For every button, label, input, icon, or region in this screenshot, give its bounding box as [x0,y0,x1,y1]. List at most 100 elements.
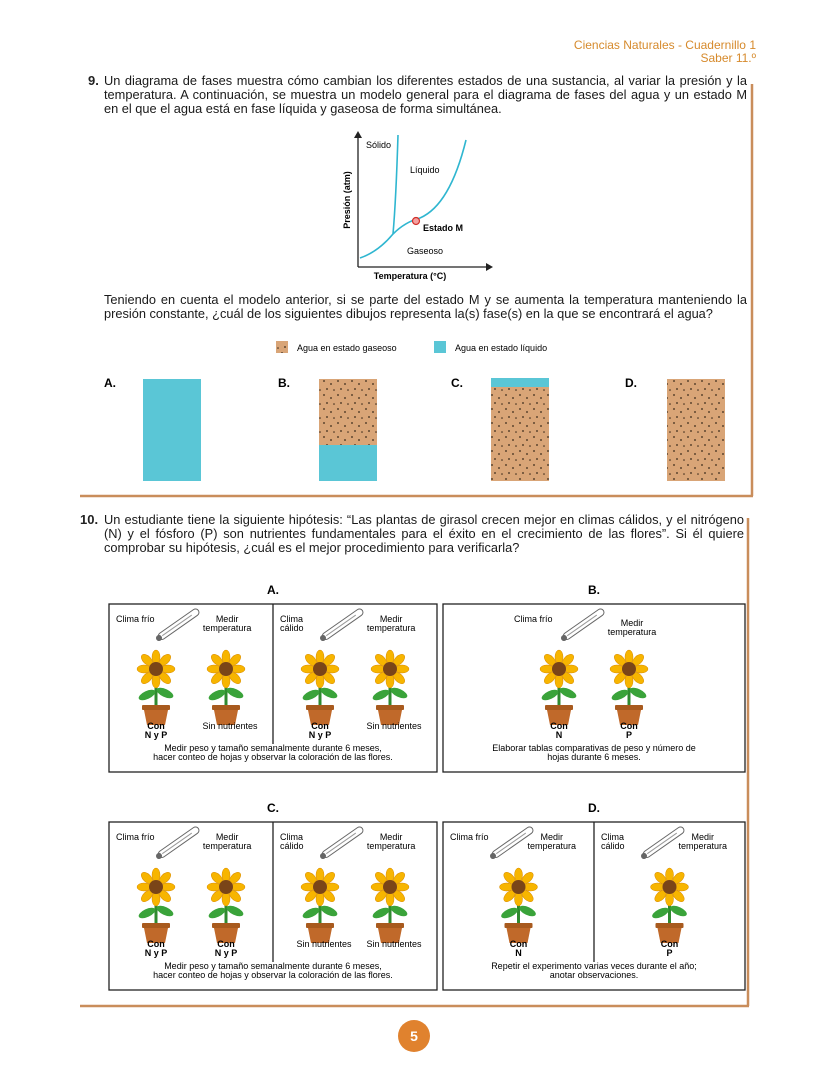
plant-label: N y P [145,948,168,958]
plant-label: P [666,948,672,958]
phase-diagram: Sólido Líquido Estado M Gaseoso Presión … [342,131,493,281]
thermometer [318,825,365,862]
measure-label: temperatura [203,841,252,851]
plant-label: Con [147,721,165,731]
liquid-water [491,378,549,387]
sunflower [498,866,539,945]
legend-label: Agua en estado líquido [455,343,547,353]
option-letter: C. [267,801,279,815]
climate-label: Clima [280,614,303,624]
option-letter: B. [588,583,600,597]
measure-label: Medir [691,832,714,842]
header-subject: Ciencias Naturales - Cuadernillo 1 [573,38,756,52]
curve [392,139,467,235]
plant-label: Con [661,939,679,949]
measure-label: temperatura [608,627,657,637]
climate-label: cálido [280,841,304,851]
option-letter: A. [104,376,116,390]
gas-water [667,379,725,481]
sunflower [649,866,690,945]
climate-label: Clima frío [116,832,155,842]
arrow [486,263,493,271]
caption: Medir peso y tamaño semanalmente durante… [164,743,382,753]
plant-label: N [515,948,522,958]
measure-label: Medir [380,832,403,842]
caption: Medir peso y tamaño semanalmente durante… [164,961,382,971]
sunflower [608,648,650,727]
option-letter: B. [278,376,290,390]
plant-label: Sin nutrientes [202,721,258,731]
sunflower [369,866,411,945]
measure-label: temperatura [678,841,727,851]
plant-label: N y P [215,948,238,958]
measure-label: temperatura [203,623,252,633]
legend-label: Agua en estado gaseoso [297,343,397,353]
plant-label: P [626,730,632,740]
measure-label: temperatura [367,841,416,851]
measure-label: Medir [621,618,644,628]
plant-label: Con [217,939,235,949]
thermometer [559,607,606,644]
region-label: Sólido [366,140,391,150]
sunflower [299,866,341,945]
climate-label: cálido [601,841,625,851]
climate-label: Clima frío [116,614,155,624]
legend-swatch [434,341,446,353]
option-letter: A. [267,583,279,597]
page-number: 5 [410,1028,418,1044]
region-label: Gaseoso [407,246,443,256]
liquid-water [319,445,377,481]
plant-label: Con [147,939,165,949]
question-text: Un estudiante tiene la siguiente hipótes… [104,512,744,555]
option-letter: D. [588,801,600,815]
y-axis-label: Presión (atm) [342,171,352,229]
legend-swatch [276,341,288,353]
option-letter: C. [451,376,463,390]
plant-label: Con [550,721,568,731]
gas-water [491,387,549,481]
region-label: Líquido [410,165,440,175]
thermometer [318,607,365,644]
sunflower [538,648,580,727]
x-axis-label: Temperatura (°C) [374,271,446,281]
measure-label: temperatura [527,841,576,851]
plant-label: N y P [309,730,332,740]
plant-label: Sin nutrientes [366,939,422,949]
option-box [442,603,746,773]
climate-label: Clima frío [514,614,553,624]
page-badge [398,1020,430,1052]
sunflower [299,648,341,727]
curve [359,233,394,259]
thermometer [154,825,201,862]
plant-label: Con [510,939,528,949]
caption: hacer conteo de hojas y observar la colo… [153,752,393,762]
climate-label: cálido [280,623,304,633]
sunflower [135,648,177,727]
climate-label: Clima [601,832,624,842]
sunflower [205,648,247,727]
plant-label: Sin nutrientes [296,939,352,949]
caption: Repetir el experimento varias veces dura… [491,961,697,971]
plant-label: N [556,730,563,740]
plant-label: Con [311,721,329,731]
caption: Elaborar tablas comparativas de peso y n… [492,743,696,753]
option-letter: D. [625,376,637,390]
measure-label: Medir [216,614,239,624]
sunflower [369,648,411,727]
question-number: 9. [88,73,99,88]
plant-label: Con [620,721,638,731]
state-point [411,216,421,226]
climate-label: Clima [280,832,303,842]
caption: anotar observaciones. [550,970,639,980]
header-level: Saber 11.º [700,51,756,65]
measure-label: Medir [216,832,239,842]
liquid-water [143,379,201,481]
question-number: 10. [80,512,99,527]
plant-label: N y P [145,730,168,740]
measure-label: Medir [380,614,403,624]
caption: hojas durante 6 meses. [547,752,641,762]
question-intro: Un diagrama de fases muestra cómo cambia… [104,73,747,116]
thermometer [154,607,201,644]
